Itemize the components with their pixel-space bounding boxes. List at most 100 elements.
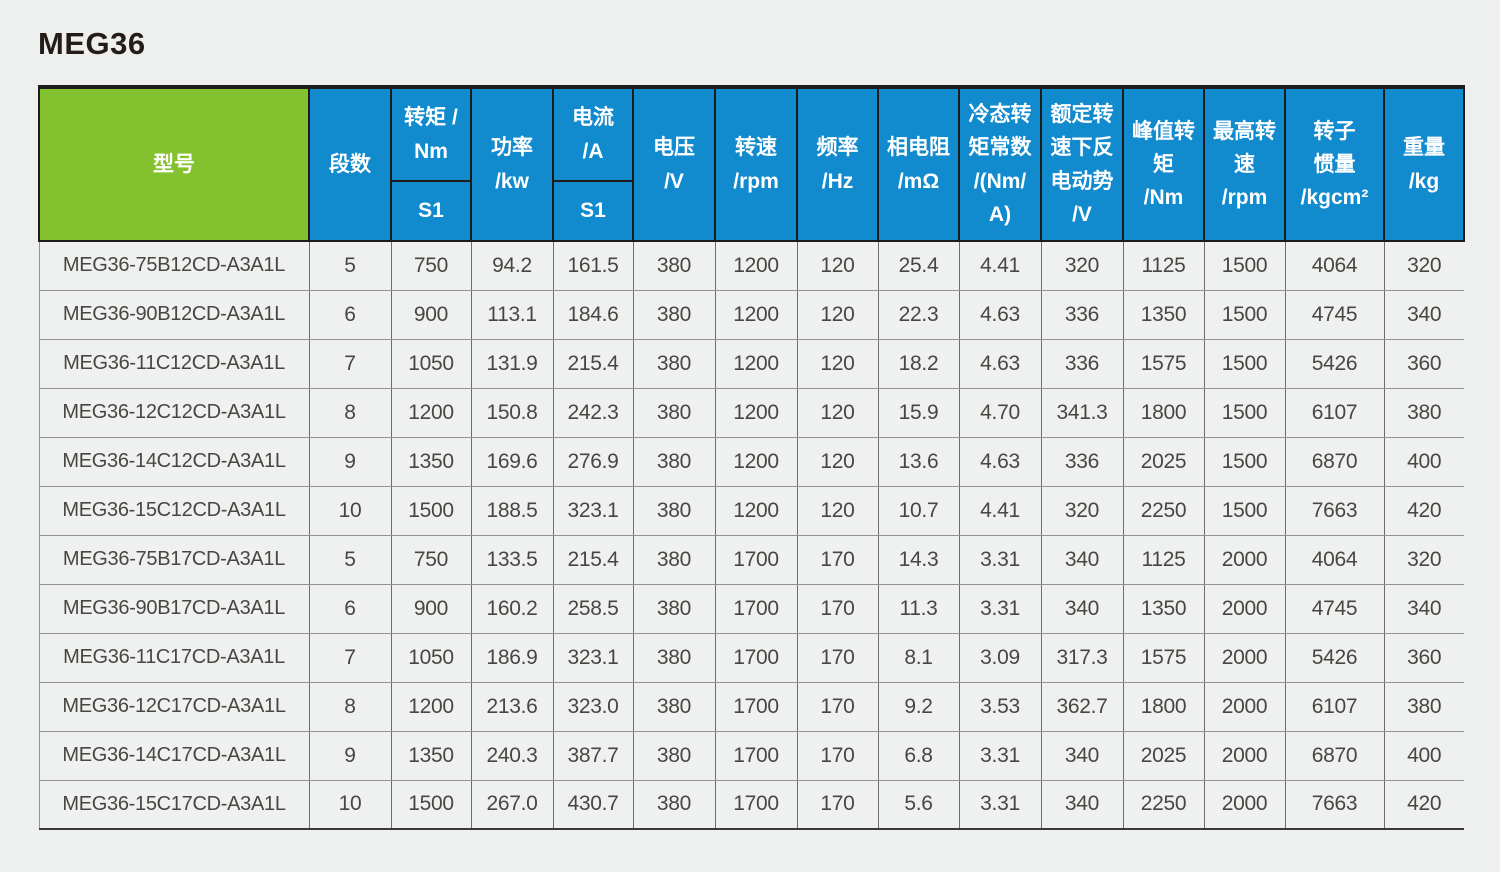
cell-rated_back_emf_v: 336 [1041,437,1124,487]
table-row: MEG36-11C17CD-A3A1L 7 1050 186.9 323.1 380 170… [38,633,1464,683]
table-row: MEG36-15C17CD-A3A1L 10 1500 267.0 430.7 380 17… [38,780,1464,830]
cell-weight_kg: 380 [1384,682,1464,732]
cell-phase_resistance_mohm: 14.3 [878,535,960,585]
cell-speed_rpm: 1200 [715,486,798,536]
cell-frequency_hz: 170 [797,633,879,683]
cell-weight_kg: 340 [1384,584,1464,634]
cell-weight_kg: 380 [1384,388,1464,438]
cell-torque_nm_s1: 900 [391,584,472,634]
cell-torque_nm_s1: 900 [391,290,472,340]
cell-frequency_hz: 170 [797,535,879,585]
cell-segments: 8 [309,682,392,732]
cell-weight_kg: 400 [1384,731,1464,781]
cell-cold_torque_constant_nm_per_a: 4.41 [959,486,1042,536]
cell-power_kw: 94.2 [471,241,554,291]
cell-peak_torque_nm: 1800 [1123,388,1205,438]
cell-cold_torque_constant_nm_per_a: 3.31 [959,780,1042,830]
cell-peak_torque_nm: 2250 [1123,780,1205,830]
cell-frequency_hz: 170 [797,731,879,781]
cell-cold_torque_constant_nm_per_a: 3.31 [959,584,1042,634]
cell-max_speed_rpm: 2000 [1204,633,1286,683]
cell-frequency_hz: 120 [797,437,879,487]
cell-torque_nm_s1: 1500 [391,780,472,830]
cell-torque_nm_s1: 1500 [391,486,472,536]
cell-torque_nm_s1: 1350 [391,437,472,487]
cell-rated_back_emf_v: 320 [1041,486,1124,536]
cell-power_kw: 188.5 [471,486,554,536]
table-row: MEG36-15C12CD-A3A1L 10 1500 188.5 323.1 380 12… [38,486,1464,536]
cell-phase_resistance_mohm: 9.2 [878,682,960,732]
cell-voltage_v: 380 [633,290,716,340]
cell-rated_back_emf_v: 340 [1041,731,1124,781]
cell-model: MEG36-15C17CD-A3A1L [38,780,310,830]
cell-rated_back_emf_v: 320 [1041,241,1124,291]
header-row-main: 型号 段数 转矩 / Nm 功率 /kw 电流 /A 电压 /V 转速 /rpm… [38,86,1465,242]
table-row: MEG36-11C12CD-A3A1L 7 1050 131.9 215.4 380 120… [38,339,1464,389]
cell-rotor_inertia_kgcm2: 6107 [1285,388,1385,438]
cell-current_a_s1: 215.4 [553,535,634,585]
cell-rated_back_emf_v: 340 [1041,535,1124,585]
cell-voltage_v: 380 [633,633,716,683]
cell-segments: 5 [309,241,392,291]
cell-voltage_v: 380 [633,731,716,781]
table-row: MEG36-75B17CD-A3A1L 5 750 133.5 215.4 380 1700… [38,535,1464,585]
table-header: 型号 段数 转矩 / Nm 功率 /kw 电流 /A 电压 /V 转速 /rpm… [38,86,1465,242]
cell-power_kw: 133.5 [471,535,554,585]
cell-current_a_s1: 258.5 [553,584,634,634]
cell-max_speed_rpm: 2000 [1204,731,1286,781]
cell-model: MEG36-14C17CD-A3A1L [38,731,310,781]
cell-torque_nm_s1: 750 [391,535,472,585]
cell-frequency_hz: 170 [797,780,879,830]
table-row: MEG36-12C12CD-A3A1L 8 1200 150.8 242.3 380 120… [38,388,1464,438]
cell-voltage_v: 380 [633,437,716,487]
cell-peak_torque_nm: 1575 [1123,633,1205,683]
cell-power_kw: 267.0 [471,780,554,830]
cell-current_a_s1: 215.4 [553,339,634,389]
cell-cold_torque_constant_nm_per_a: 4.70 [959,388,1042,438]
cell-phase_resistance_mohm: 10.7 [878,486,960,536]
cell-rated_back_emf_v: 362.7 [1041,682,1124,732]
cell-weight_kg: 420 [1384,780,1464,830]
cell-current_a_s1: 430.7 [553,780,634,830]
cell-segments: 9 [309,731,392,781]
cell-voltage_v: 380 [633,780,716,830]
cell-weight_kg: 420 [1384,486,1464,536]
cell-rotor_inertia_kgcm2: 4745 [1285,290,1385,340]
cell-weight_kg: 360 [1384,633,1464,683]
cell-max_speed_rpm: 1500 [1204,241,1286,291]
cell-segments: 10 [309,486,392,536]
table-body: MEG36-75B12CD-A3A1L 5 750 94.2 161.5 380 1200 1… [38,241,1464,830]
cell-peak_torque_nm: 1575 [1123,339,1205,389]
cell-model: MEG36-90B17CD-A3A1L [38,584,310,634]
cell-cold_torque_constant_nm_per_a: 3.53 [959,682,1042,732]
cell-torque_nm_s1: 1050 [391,633,472,683]
cell-max_speed_rpm: 1500 [1204,339,1286,389]
cell-torque_nm_s1: 1200 [391,682,472,732]
cell-power_kw: 169.6 [471,437,554,487]
cell-rated_back_emf_v: 340 [1041,584,1124,634]
cell-rotor_inertia_kgcm2: 7663 [1285,486,1385,536]
cell-current_a_s1: 323.1 [553,633,634,683]
cell-speed_rpm: 1700 [715,731,798,781]
cell-max_speed_rpm: 2000 [1204,780,1286,830]
cell-rotor_inertia_kgcm2: 6870 [1285,437,1385,487]
cell-power_kw: 186.9 [471,633,554,683]
cell-frequency_hz: 170 [797,682,879,732]
page-title: MEG36 [38,26,146,61]
cell-speed_rpm: 1200 [715,437,798,487]
cell-speed_rpm: 1200 [715,241,798,291]
cell-phase_resistance_mohm: 5.6 [878,780,960,830]
cell-rated_back_emf_v: 341.3 [1041,388,1124,438]
header-segments: 段数 [308,86,392,242]
cell-model: MEG36-11C17CD-A3A1L [38,633,310,683]
cell-speed_rpm: 1200 [715,339,798,389]
cell-speed_rpm: 1200 [715,388,798,438]
cell-model: MEG36-75B12CD-A3A1L [38,241,310,291]
cell-phase_resistance_mohm: 6.8 [878,731,960,781]
cell-phase_resistance_mohm: 22.3 [878,290,960,340]
table-row: MEG36-90B12CD-A3A1L 6 900 113.1 184.6 380 1200… [38,290,1464,340]
cell-current_a_s1: 387.7 [553,731,634,781]
cell-speed_rpm: 1700 [715,780,798,830]
cell-speed_rpm: 1700 [715,633,798,683]
cell-phase_resistance_mohm: 13.6 [878,437,960,487]
